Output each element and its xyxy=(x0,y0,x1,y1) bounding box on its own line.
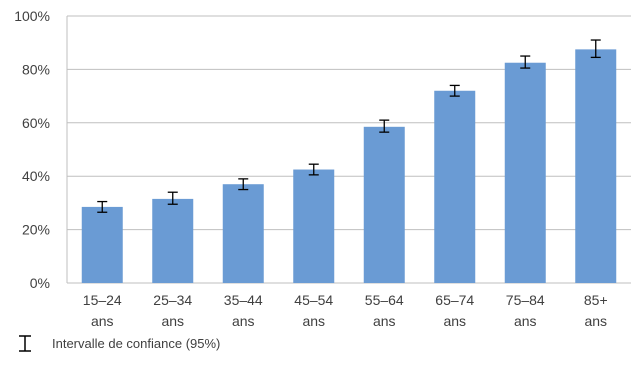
x-tick-label-3: 45–54 xyxy=(294,292,333,308)
bar-1 xyxy=(152,198,194,283)
x-tick-label-1: 25–34 xyxy=(153,292,192,308)
bar-5 xyxy=(434,90,476,283)
x-tick-label-2: 35–44 xyxy=(224,292,263,308)
x-tick-label-6: 75–84 xyxy=(506,292,545,308)
legend-error-bar-icon xyxy=(19,335,31,352)
y-tick-label-0: 0% xyxy=(30,275,50,291)
y-tick-label-40: 40% xyxy=(22,168,50,184)
x-tick-sublabel-0: ans xyxy=(91,313,114,329)
x-tick-sublabel-1: ans xyxy=(161,313,184,329)
error-bar-0 xyxy=(97,200,108,213)
x-tick-sublabel-4: ans xyxy=(373,313,396,329)
x-axis-tick-labels: 15–24 ans 25–34 ans 35–44 ans 45–54 ans 55–64 ans… xyxy=(83,292,608,329)
error-bar-1 xyxy=(167,191,178,205)
bars-layer xyxy=(81,49,617,284)
error-bar-4 xyxy=(379,119,390,133)
bar-4 xyxy=(363,126,405,284)
grid-layer xyxy=(66,15,631,284)
x-tick-sublabel-6: ans xyxy=(514,313,537,329)
bar-0 xyxy=(81,206,123,283)
bar-3 xyxy=(293,169,335,283)
x-tick-label-5: 65–74 xyxy=(435,292,474,308)
x-tick-label-0: 15–24 xyxy=(83,292,122,308)
y-axis-tick-labels: 0% 20% 40% 60% 80% 100% xyxy=(14,8,50,291)
x-tick-sublabel-5: ans xyxy=(443,313,466,329)
x-tick-sublabel-3: ans xyxy=(302,313,325,329)
bar-2 xyxy=(222,184,264,283)
x-tick-label-7: 85+ xyxy=(584,292,608,308)
y-tick-label-60: 60% xyxy=(22,115,50,131)
y-tick-label-20: 20% xyxy=(22,222,50,238)
legend-label: Intervalle de confiance (95%) xyxy=(52,336,220,351)
x-tick-sublabel-2: ans xyxy=(232,313,255,329)
x-tick-sublabel-7: ans xyxy=(584,313,607,329)
error-bars-layer xyxy=(97,39,601,213)
bar-7 xyxy=(575,49,617,283)
error-bar-6 xyxy=(520,55,531,69)
legend: Intervalle de confiance (95%) xyxy=(19,335,220,352)
x-tick-label-4: 55–64 xyxy=(365,292,404,308)
error-bar-3 xyxy=(308,163,319,176)
y-tick-label-80: 80% xyxy=(22,61,50,77)
bar-6 xyxy=(504,62,546,283)
y-tick-label-100: 100% xyxy=(14,8,50,24)
error-bar-7 xyxy=(590,39,601,59)
error-bar-2 xyxy=(238,178,249,191)
error-bar-5 xyxy=(449,84,460,97)
